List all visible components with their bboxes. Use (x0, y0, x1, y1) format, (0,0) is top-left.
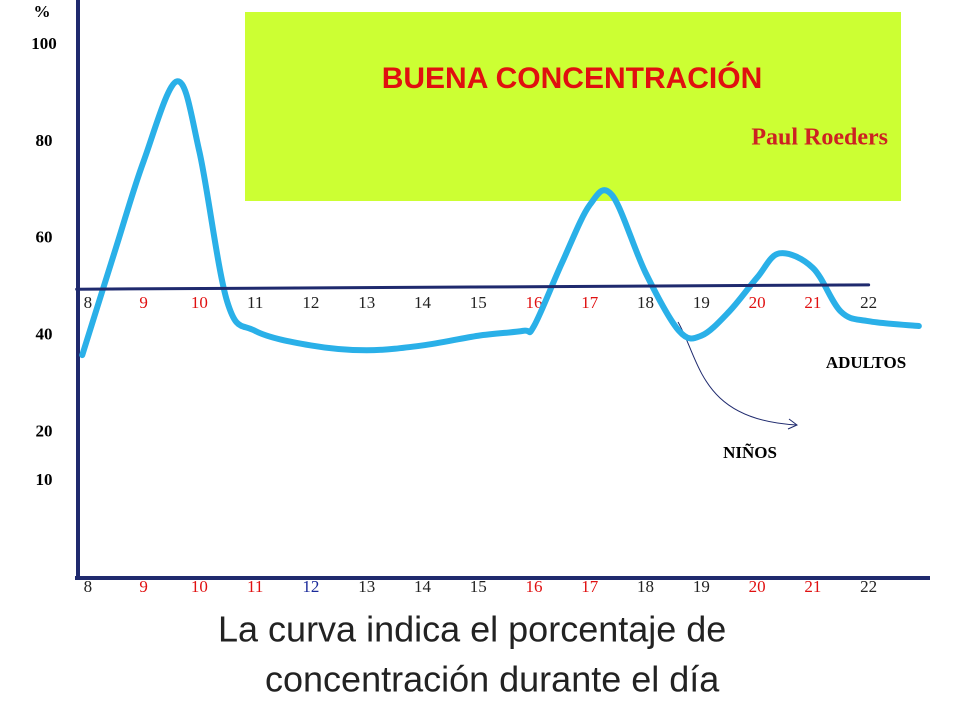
x-tick-label: 9 (139, 577, 148, 596)
x-tick-label: 13 (358, 577, 375, 596)
y-tick-label: 20 (36, 422, 53, 441)
x-tick-label: 16 (526, 293, 543, 312)
line (79, 78, 922, 359)
y-tick-label: 80 (36, 131, 53, 150)
caption: concentración durante el día (265, 659, 720, 700)
x-tick-label: 9 (139, 293, 148, 312)
x-tick-label: 15 (470, 577, 487, 596)
x-tick-label: 17 (581, 577, 599, 596)
x-tick-label: 13 (358, 293, 375, 312)
x-tick-label: 10 (191, 293, 208, 312)
x-tick-label: 22 (860, 577, 877, 596)
x-tick-label: 12 (302, 577, 319, 596)
x-tick-label: 17 (581, 293, 599, 312)
x-tick-label: 15 (470, 293, 487, 312)
arrow-head (787, 418, 798, 430)
x-tick-label: 8 (84, 577, 93, 596)
legend-label: NIÑOS (723, 443, 777, 462)
caption: La curva indica el porcentaje de (218, 609, 726, 650)
x-tick-label: 11 (247, 577, 263, 596)
y-tick-label: 100 (31, 34, 57, 53)
line (75, 283, 871, 291)
y-tick-label: 10 (36, 470, 53, 489)
x-tick-label: 12 (302, 293, 319, 312)
x-tick-label: 14 (414, 293, 432, 312)
y-label: % (34, 2, 51, 21)
x-tick-label: 22 (860, 293, 877, 312)
y-tick-label: 60 (36, 228, 53, 247)
x-tick-label: 19 (693, 577, 710, 596)
title-box (245, 12, 901, 201)
x-tick-label: 19 (693, 293, 710, 312)
y-tick-label: 40 (36, 325, 53, 344)
x-tick-label: 11 (247, 293, 263, 312)
x-tick-label: 10 (191, 577, 208, 596)
x-tick-label: 14 (414, 577, 432, 596)
x-tick-label: 18 (637, 293, 654, 312)
x-tick-label: 16 (526, 577, 543, 596)
x-tick-label: 21 (804, 293, 821, 312)
x-tick-label: 20 (749, 577, 766, 596)
x-tick-label: 20 (749, 293, 766, 312)
x-tick-label: 21 (804, 577, 821, 596)
x-tick-label: 18 (637, 577, 654, 596)
subtitle: Paul Roeders (751, 125, 888, 151)
legend-label: ADULTOS (826, 353, 906, 372)
x-tick-label: 8 (84, 293, 93, 312)
chart-title: BUENA CONCENTRACIÓN (382, 61, 763, 95)
